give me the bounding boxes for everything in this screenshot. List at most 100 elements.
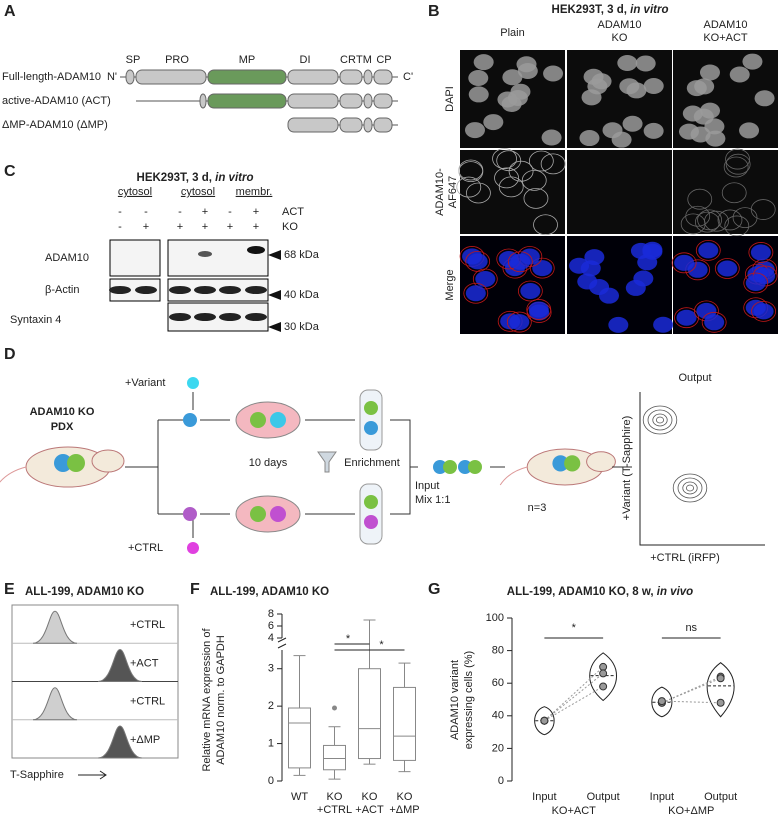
nucleus — [611, 131, 632, 148]
cell-membrane — [697, 209, 722, 231]
row-label: ADAM10- — [434, 168, 446, 216]
band — [169, 313, 191, 321]
blot — [109, 239, 161, 277]
arrow — [305, 419, 355, 515]
domain — [287, 117, 339, 133]
row-label: DAPI — [444, 86, 456, 112]
nucleus — [630, 242, 651, 259]
nucleus — [643, 122, 664, 139]
x-tick-label: +ΔMP — [389, 804, 419, 816]
lane-sign: - — [118, 206, 122, 218]
cell — [468, 460, 482, 474]
cell — [564, 455, 581, 472]
cell — [458, 460, 472, 474]
cell-membrane — [466, 182, 491, 204]
band — [219, 313, 241, 321]
pair-line — [661, 676, 721, 704]
y-axis-label: Relative mRNA expression of — [201, 628, 213, 772]
plot-axes — [639, 392, 765, 546]
box — [358, 668, 381, 760]
cell — [364, 401, 378, 415]
cell-membrane — [540, 153, 566, 175]
y-tick-label: 60 — [492, 677, 504, 689]
nucleus — [464, 122, 485, 139]
nucleus — [617, 54, 638, 71]
arrowhead — [268, 290, 281, 300]
label: Mix 1:1 — [415, 494, 450, 506]
terminus: C' — [403, 71, 413, 83]
nucleus — [698, 242, 719, 259]
panel-letter: D — [4, 346, 16, 363]
violin — [534, 706, 555, 736]
dish — [235, 401, 301, 439]
arrow — [125, 419, 188, 515]
group-label: KO+ΔMP — [668, 805, 714, 817]
significance: * — [346, 633, 351, 645]
construct-label: active-ADAM10 (ACT) — [2, 95, 111, 107]
lane-sign: + — [177, 221, 183, 233]
size-label: 40 kDa — [284, 289, 320, 301]
pair-line — [661, 677, 721, 704]
cell-membrane — [721, 182, 747, 204]
band — [169, 286, 191, 294]
cell-membrane — [725, 148, 750, 170]
domain — [339, 117, 363, 133]
row-label: +ACT — [130, 657, 159, 669]
nucleus — [528, 301, 549, 318]
y-tick-label: 40 — [492, 710, 504, 722]
cell — [250, 412, 266, 428]
fraction-label: membr. — [236, 186, 273, 198]
panel-letter: F — [190, 581, 200, 598]
violin — [651, 686, 673, 718]
domain — [207, 93, 287, 109]
label: +Variant — [125, 377, 165, 389]
virus — [187, 377, 199, 389]
cell — [183, 507, 197, 521]
band — [219, 286, 241, 294]
histogram — [32, 610, 78, 644]
nucleus — [510, 253, 531, 270]
cell-membrane — [724, 215, 750, 237]
mouse-head — [586, 451, 616, 473]
x-tick-label: KO — [397, 791, 413, 803]
nucleus — [699, 64, 720, 81]
histogram — [32, 687, 78, 721]
domain-label: TM — [356, 54, 372, 66]
membrane-signal — [674, 307, 699, 329]
row-label: +ΔMP — [130, 734, 160, 746]
band — [194, 286, 216, 294]
band — [198, 251, 212, 257]
cell-membrane — [521, 169, 547, 191]
histogram — [97, 648, 143, 682]
lane-sign: + — [202, 221, 208, 233]
cell — [54, 454, 72, 472]
domain-label: SP — [126, 54, 141, 66]
nucleus — [626, 82, 647, 99]
lane-sign: + — [227, 221, 233, 233]
nucleus — [543, 65, 564, 82]
cell — [270, 412, 286, 428]
histogram — [97, 725, 143, 759]
nucleus — [653, 316, 674, 333]
nucleus — [690, 126, 711, 143]
x-tick-label: Input — [650, 791, 674, 803]
label: n=3 — [528, 502, 547, 514]
cell-membrane — [725, 153, 751, 175]
domain — [135, 69, 207, 85]
nucleus — [579, 130, 600, 147]
contour — [652, 413, 668, 427]
arrowhead — [268, 322, 281, 332]
nucleus — [608, 316, 629, 333]
domain-label: DI — [300, 54, 311, 66]
nucleus — [676, 309, 697, 326]
contour — [647, 409, 673, 431]
cell-membrane — [458, 161, 484, 183]
axis-label: T-Sapphire — [10, 769, 64, 781]
membrane-signal — [465, 250, 491, 272]
terminus: N' — [107, 71, 117, 83]
contour — [686, 484, 695, 492]
mouse-tail — [499, 466, 528, 486]
y-tick-label: 100 — [486, 612, 504, 624]
y-tick-label: 1 — [268, 737, 274, 749]
nucleus — [473, 54, 494, 71]
